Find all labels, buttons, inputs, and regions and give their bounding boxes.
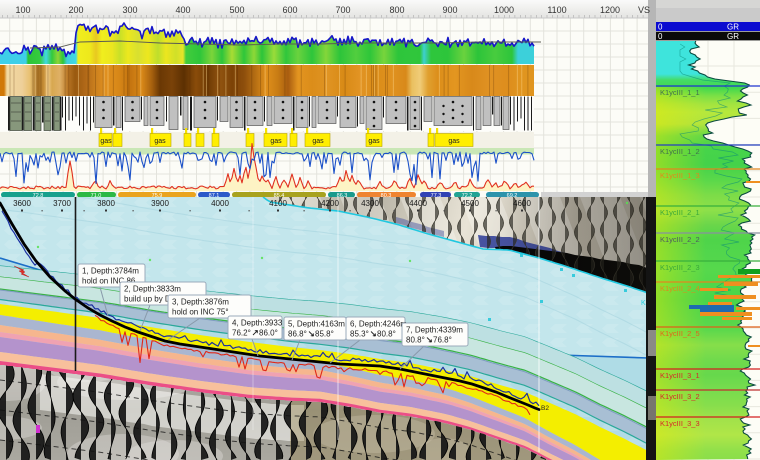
- svg-text:GR: GR: [727, 23, 739, 32]
- svg-text:76.2°: 76.2°: [232, 329, 251, 338]
- svg-text:80.8°: 80.8°: [406, 336, 425, 345]
- svg-text:gas: gas: [270, 138, 282, 145]
- svg-text:0: 0: [658, 32, 663, 41]
- svg-text:1, Depth:3784m: 1, Depth:3784m: [82, 267, 139, 276]
- svg-text:3800: 3800: [97, 199, 115, 208]
- svg-text:300: 300: [122, 5, 137, 15]
- svg-text:K1ycIII_1_2: K1ycIII_1_2: [660, 147, 700, 156]
- svg-text:build up by DLS: build up by DLS: [124, 295, 180, 304]
- svg-text:3, Depth:3876m: 3, Depth:3876m: [172, 298, 229, 307]
- svg-text:3900: 3900: [151, 199, 169, 208]
- svg-text:gas: gas: [312, 138, 324, 145]
- svg-text:80.8°: 80.8°: [377, 330, 396, 339]
- svg-text:gas: gas: [448, 138, 460, 145]
- svg-text:3700: 3700: [53, 199, 71, 208]
- svg-text:0: 0: [658, 23, 663, 32]
- svg-text:K1ycIII_3_3: K1ycIII_3_3: [660, 419, 700, 428]
- svg-text:4400: 4400: [409, 199, 427, 208]
- svg-text:86.3: 86.3: [337, 193, 348, 199]
- svg-text:hold on INC 75°: hold on INC 75°: [172, 308, 229, 317]
- svg-text:K1ycIII_3_2: K1ycIII_3_2: [660, 392, 700, 401]
- svg-text:500: 500: [229, 5, 244, 15]
- svg-text:1100: 1100: [547, 5, 566, 15]
- svg-text:1000: 1000: [494, 5, 514, 15]
- svg-text:K1ycIII_2_5: K1ycIII_2_5: [660, 329, 700, 338]
- svg-text:K1ycIII_1_1: K1ycIII_1_1: [660, 88, 700, 97]
- svg-text:900: 900: [442, 5, 457, 15]
- svg-text:86.8°: 86.8°: [288, 330, 307, 339]
- svg-text:75.9: 75.9: [152, 193, 163, 199]
- svg-text:69.2: 69.2: [507, 193, 518, 199]
- svg-text:200: 200: [68, 5, 83, 15]
- svg-text:400: 400: [175, 5, 190, 15]
- svg-text:B2: B2: [541, 405, 549, 412]
- svg-text:GR: GR: [727, 32, 739, 41]
- svg-text:K1y: K1y: [641, 300, 654, 307]
- svg-text:72.2: 72.2: [462, 193, 473, 199]
- svg-text:3600: 3600: [13, 199, 31, 208]
- svg-text:gas: gas: [100, 138, 112, 145]
- svg-text:700: 700: [335, 5, 350, 15]
- svg-text:100: 100: [15, 5, 30, 15]
- svg-text:80.3: 80.3: [381, 193, 392, 199]
- svg-text:71.0: 71.0: [91, 193, 102, 199]
- svg-text:800: 800: [389, 5, 404, 15]
- svg-text:6, Depth:4246m: 6, Depth:4246m: [350, 320, 407, 329]
- svg-text:1200: 1200: [600, 5, 620, 15]
- svg-text:87.1: 87.1: [209, 193, 220, 199]
- svg-text:4500: 4500: [461, 199, 479, 208]
- svg-text:K1ycIII_2_1: K1ycIII_2_1: [660, 208, 700, 217]
- svg-text:86.0°: 86.0°: [259, 329, 278, 338]
- svg-text:4200: 4200: [321, 199, 339, 208]
- svg-text:4100: 4100: [269, 199, 287, 208]
- svg-text:4600: 4600: [513, 199, 531, 208]
- svg-text:hold on INC 86: hold on INC 86: [82, 277, 136, 286]
- svg-text:7, Depth:4339m: 7, Depth:4339m: [406, 326, 463, 335]
- svg-text:4300: 4300: [361, 199, 379, 208]
- svg-text:85.3°: 85.3°: [350, 330, 369, 339]
- svg-text:85.4: 85.4: [274, 193, 285, 199]
- svg-text:5, Depth:4163m: 5, Depth:4163m: [288, 320, 345, 329]
- svg-text:72.8: 72.8: [33, 193, 44, 199]
- svg-text:K1ycIII_3_1: K1ycIII_3_1: [660, 371, 700, 380]
- svg-text:K1ycIII_2_3: K1ycIII_2_3: [660, 263, 700, 272]
- svg-text:K1ycIII_2_2: K1ycIII_2_2: [660, 235, 700, 244]
- svg-text:600: 600: [282, 5, 297, 15]
- svg-text:gas: gas: [368, 138, 380, 145]
- svg-text:K1ycIII_1_3: K1ycIII_1_3: [660, 171, 700, 180]
- svg-text:VS: VS: [638, 5, 650, 15]
- svg-text:85.8°: 85.8°: [315, 330, 334, 339]
- svg-text:77.3: 77.3: [431, 193, 442, 199]
- svg-text:2, Depth:3833m: 2, Depth:3833m: [124, 285, 181, 294]
- svg-text:4, Depth:3933: 4, Depth:3933: [232, 319, 283, 328]
- svg-text:K1ycIII_2_4: K1ycIII_2_4: [660, 284, 700, 293]
- svg-text:76.8°: 76.8°: [433, 336, 452, 345]
- svg-text:4000: 4000: [211, 199, 229, 208]
- svg-text:gas: gas: [154, 138, 166, 145]
